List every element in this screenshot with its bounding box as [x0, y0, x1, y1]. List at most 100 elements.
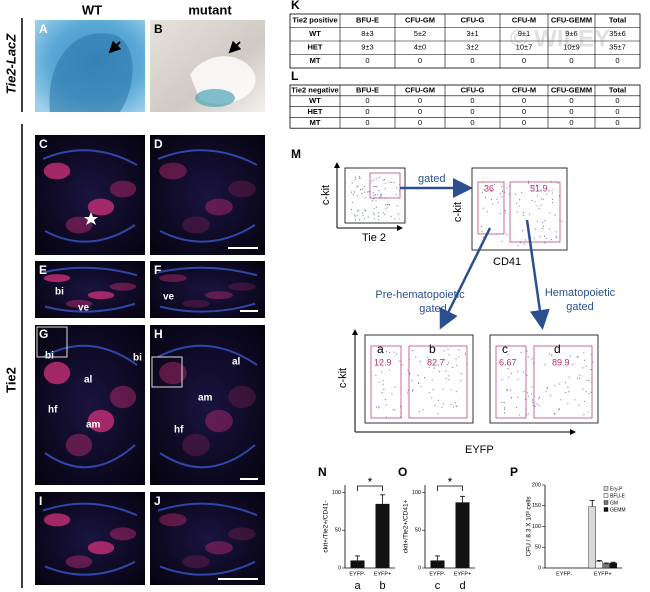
event-dot	[373, 208, 375, 210]
bar	[588, 506, 596, 569]
panel-letter: M	[291, 147, 301, 161]
table-header: CFU-G	[461, 85, 485, 94]
event-dot	[538, 396, 541, 398]
event-dot	[378, 190, 380, 192]
event-dot	[374, 186, 376, 188]
event-dot	[514, 193, 516, 195]
stain	[182, 299, 210, 308]
panel-letter: A	[39, 22, 48, 36]
event-dot	[549, 228, 551, 230]
event-dot	[583, 400, 585, 403]
event-dot	[554, 214, 556, 216]
x-sublabel: c	[435, 580, 441, 592]
event-dot	[574, 399, 576, 401]
table-header: Total	[609, 16, 626, 25]
event-dot	[568, 376, 570, 378]
event-dot	[362, 214, 364, 216]
event-dot	[561, 220, 563, 222]
event-dot	[382, 179, 384, 181]
event-dot	[452, 366, 454, 369]
event-dot	[464, 354, 466, 356]
event-dot	[434, 405, 436, 407]
event-dot	[419, 411, 421, 413]
event-dot	[501, 185, 503, 188]
event-dot	[545, 193, 548, 195]
bar	[609, 562, 617, 569]
event-dot	[392, 408, 394, 411]
event-dot	[484, 196, 487, 199]
event-dot	[375, 177, 377, 180]
bar	[602, 563, 610, 569]
event-dot	[545, 390, 547, 392]
table-cell: 0	[522, 96, 526, 105]
event-dot	[455, 358, 457, 360]
event-dot	[548, 353, 551, 355]
event-dot	[386, 206, 388, 208]
event-dot	[431, 397, 433, 399]
event-dot	[501, 378, 503, 381]
table-cell: 0	[418, 118, 422, 127]
stain	[87, 409, 115, 433]
event-dot	[518, 414, 520, 416]
event-dot	[528, 180, 530, 182]
table-cell: 0	[470, 96, 474, 105]
event-dot	[398, 218, 400, 220]
stain	[109, 527, 137, 541]
event-dot	[492, 203, 494, 205]
event-dot	[483, 188, 485, 191]
watermark: © WILEY	[510, 25, 610, 52]
tissue	[195, 89, 235, 107]
event-dot	[583, 359, 586, 361]
event-dot	[378, 381, 380, 383]
table-cell: 0	[615, 118, 619, 127]
event-dot	[508, 376, 510, 378]
event-dot	[543, 235, 546, 237]
event-dot	[399, 360, 401, 362]
event-dot	[507, 354, 509, 356]
table-cell: MT	[310, 118, 321, 127]
y-tick-label: 50	[335, 528, 341, 534]
table-cell: 5±2	[414, 29, 426, 38]
event-dot	[534, 200, 536, 203]
star	[84, 212, 98, 225]
table-cell: 0	[365, 56, 369, 65]
table-cell: 35±6	[609, 29, 626, 38]
event-dot	[522, 230, 524, 232]
event-dot	[536, 403, 538, 405]
table-header: CFU-GM	[405, 85, 435, 94]
event-dot	[504, 210, 506, 212]
event-dot	[420, 386, 422, 388]
inset-box	[36, 326, 68, 358]
event-dot	[544, 242, 546, 244]
column-header: WT	[82, 2, 102, 17]
event-dot	[389, 352, 391, 354]
arrow	[108, 40, 122, 54]
event-dot	[538, 207, 540, 209]
table-cell: 0	[470, 118, 474, 127]
event-dot	[370, 180, 373, 182]
x-tick-label: EYFP-	[556, 571, 572, 577]
event-dot	[395, 353, 398, 355]
event-dot	[351, 182, 353, 184]
stain	[87, 198, 115, 216]
event-dot	[452, 406, 455, 408]
event-dot	[458, 356, 460, 358]
inset-box	[151, 356, 183, 388]
gate	[509, 181, 561, 243]
event-dot	[536, 205, 538, 207]
event-dot	[375, 185, 378, 188]
event-dot	[364, 197, 366, 199]
event-dot	[555, 235, 557, 238]
event-dot	[531, 399, 533, 401]
event-dot	[534, 228, 536, 230]
event-dot	[541, 221, 543, 224]
event-dot	[532, 401, 534, 404]
branch-label: gated	[419, 303, 447, 315]
table-header: BFU-E	[356, 85, 379, 94]
event-dot	[384, 213, 386, 216]
stain	[228, 385, 256, 409]
gate	[495, 345, 527, 419]
event-dot	[509, 389, 512, 391]
panel-label: bi	[55, 287, 64, 298]
event-dot	[576, 377, 579, 379]
